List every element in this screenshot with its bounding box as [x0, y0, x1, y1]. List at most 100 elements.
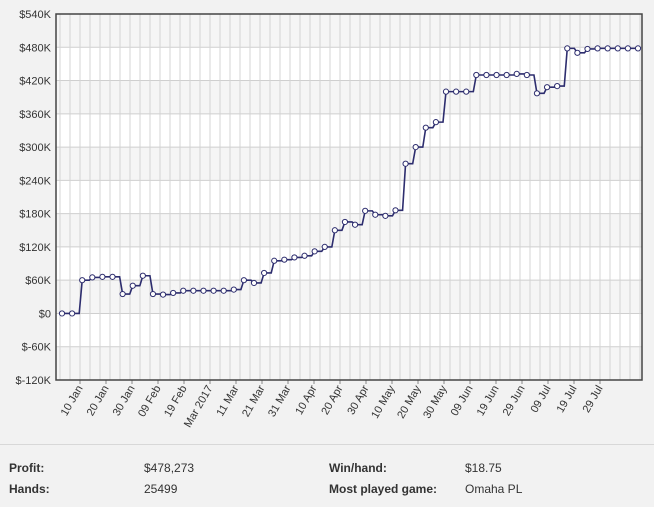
most-played-game-label: Most played game:	[329, 482, 438, 496]
x-tick-label: 31 Mar	[266, 383, 294, 419]
x-tick-label: 11 Mar	[214, 383, 241, 418]
profit-label: Profit:	[9, 461, 45, 475]
plot-band	[56, 213, 642, 247]
data-point	[513, 70, 520, 77]
y-tick-label: $60K	[25, 275, 51, 287]
x-tick-label: 30 May	[421, 383, 450, 421]
y-tick-label: $420K	[19, 76, 51, 88]
data-point	[200, 287, 207, 294]
data-point	[392, 207, 399, 214]
x-tick-label: 30 Jan	[111, 384, 138, 419]
data-point	[634, 45, 642, 52]
data-point	[412, 143, 419, 151]
plot-border	[55, 13, 643, 381]
data-point	[321, 243, 328, 251]
x-tick-label: 10 Apr	[293, 383, 319, 417]
y-tick-label: $540K	[19, 9, 51, 21]
data-point	[149, 290, 157, 298]
winhand-value: $18.75	[465, 461, 502, 475]
x-tick-label: 19 Jun	[475, 384, 502, 419]
data-point	[69, 310, 76, 317]
plot-area	[56, 14, 642, 380]
plot-band	[56, 147, 642, 181]
data-point	[271, 257, 278, 264]
data-point	[594, 45, 601, 52]
data-point	[281, 256, 288, 263]
data-point	[139, 272, 146, 279]
data-point	[119, 290, 126, 298]
data-point	[503, 71, 510, 79]
data-point	[442, 88, 450, 95]
x-tick-label: 19 Jul	[555, 384, 580, 415]
y-tick-label: $-120K	[16, 375, 52, 387]
stats-panel: Profit: $478,273 Hands: 25499 Win/hand: …	[0, 444, 654, 507]
y-tick-label: $480K	[19, 42, 51, 54]
data-point	[463, 88, 470, 95]
y-tick-label: $120K	[19, 242, 51, 254]
plot-band	[56, 346, 642, 380]
data-point	[170, 289, 177, 297]
x-tick-label: 20 Apr	[319, 383, 345, 417]
data-point	[129, 282, 136, 289]
y-tick-label: $300K	[19, 142, 51, 154]
data-point	[331, 227, 338, 234]
hands-label: Hands:	[9, 482, 50, 496]
data-point	[584, 45, 591, 53]
data-point	[483, 71, 490, 79]
data-point	[564, 45, 571, 52]
data-point	[554, 82, 561, 90]
data-point	[533, 90, 541, 97]
x-tick-label: 29 Jul	[581, 384, 606, 415]
most-played-game-value: Omaha PL	[465, 482, 523, 496]
data-point	[180, 287, 187, 294]
data-point	[614, 45, 621, 52]
winhand-label: Win/hand:	[329, 461, 387, 475]
y-tick-label: $-60K	[22, 342, 52, 354]
x-tick-label: 20 Jan	[85, 384, 112, 419]
data-point	[230, 286, 237, 293]
data-point	[493, 71, 500, 79]
data-point	[604, 45, 611, 52]
data-point	[382, 212, 389, 219]
data-point	[301, 252, 308, 259]
data-point	[220, 287, 227, 294]
x-tick-label: 29 Jun	[501, 384, 528, 419]
data-point	[351, 221, 359, 228]
y-tick-label: $240K	[19, 175, 51, 187]
data-point	[79, 277, 86, 284]
data-point	[159, 291, 167, 298]
plot-band	[56, 14, 642, 48]
data-point	[432, 119, 439, 126]
plot-band	[56, 280, 642, 314]
data-point	[210, 287, 217, 294]
y-tick-label: $180K	[19, 209, 51, 221]
data-point	[473, 71, 480, 79]
data-point	[624, 45, 631, 52]
plot-band	[56, 80, 642, 114]
data-point	[250, 279, 258, 287]
hands-value: 25499	[144, 482, 178, 496]
data-point	[402, 160, 409, 167]
x-tick-label: 19 Feb	[162, 384, 190, 420]
x-tick-label: 10 Jan	[59, 384, 86, 419]
x-tick-label: 21 Mar	[240, 383, 268, 419]
data-point	[422, 124, 429, 131]
data-point	[453, 88, 460, 95]
data-point	[311, 248, 318, 255]
data-point	[341, 218, 349, 226]
data-point	[362, 207, 369, 214]
profit-value: $478,273	[144, 461, 195, 475]
x-tick-label: 09 Jul	[529, 384, 554, 415]
data-point	[574, 49, 581, 56]
data-point	[58, 310, 66, 317]
x-tick-label: 10 May	[369, 383, 398, 421]
x-tick-label: 09 Feb	[136, 384, 164, 420]
data-point	[291, 254, 298, 261]
data-point	[89, 274, 96, 281]
data-point	[543, 84, 551, 91]
data-point	[261, 269, 268, 277]
x-tick-label: 20 May	[395, 383, 424, 421]
x-tick-label: 09 Jun	[449, 384, 476, 419]
data-point	[372, 211, 379, 218]
data-point	[109, 273, 116, 280]
